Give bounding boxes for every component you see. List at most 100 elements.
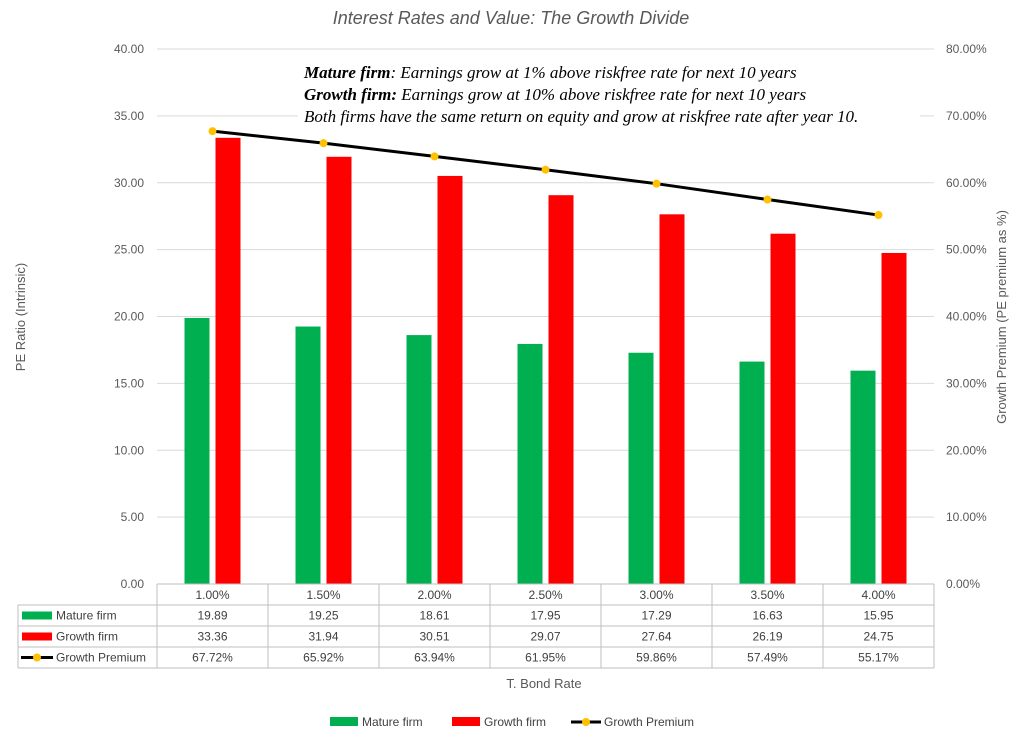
bar-growth-firm [326,156,352,585]
table-cell: 26.19 [752,630,782,644]
chart-title: Interest Rates and Value: The Growth Div… [333,8,690,28]
bar-growth-firm [659,214,685,584]
y-tick-label: 0.00 [121,577,145,591]
legend-label: Growth firm [484,715,546,729]
annotation-segment: Both firms have the same return on equit… [304,107,858,126]
table-cell: 30.51 [419,630,449,644]
bar-growth-firm [215,137,241,584]
y-axis-left-title: PE Ratio (Intrinsic) [13,263,28,371]
table-cell: 33.36 [197,630,227,644]
y-axis-right-ticks: 0.00% 10.00% 20.00% 30.00% 40.00% 50.00% 60.00… [946,42,987,591]
annotation-segment: Growth firm: [304,85,397,104]
bar-mature-firm [295,326,321,584]
table-legend-key-marker [33,653,41,662]
bar-mature-firm [184,317,210,584]
table-cell: 57.49% [747,651,788,665]
bar-growth-firm [548,195,574,584]
legend-key [452,717,480,726]
x-tick-label: 4.00% [861,588,895,602]
annotation-segment: Earnings grow at 10% above riskfree rate… [397,85,806,104]
y-tick-label: 20.00 [114,310,144,324]
growth-premium-marker [430,152,439,161]
bar-growth-firm [437,175,463,584]
y-tick-label: 40.00 [114,42,144,56]
y2-tick-label: 70.00% [946,109,987,123]
bar-growth-firm [770,233,796,585]
table-cell: 19.89 [197,609,227,623]
x-tick-label: 2.00% [417,588,451,602]
table-cell: 61.95% [525,651,566,665]
growth-premium-marker [208,127,217,136]
annotation-segment: : Earnings grow at 1% above riskfree rat… [390,63,797,82]
x-axis-title: T. Bond Rate [506,676,581,691]
legend: Mature firm Growth firm Growth Premium [330,715,694,729]
y-tick-label: 10.00 [114,443,144,457]
bar-mature-firm [406,335,432,584]
y2-tick-label: 40.00% [946,310,987,324]
table-cell: 55.17% [858,651,899,665]
x-tick-label: 3.50% [750,588,784,602]
x-tick-label: 3.00% [639,588,673,602]
table-cell: 16.63 [752,609,782,623]
table-cell: 65.92% [303,651,344,665]
y-tick-label: 30.00 [114,176,144,190]
bar-mature-firm [739,361,765,584]
annotation-line: Growth firm: Earnings grow at 10% above … [304,85,806,104]
table-cell: 17.95 [530,609,560,623]
y-tick-label: 5.00 [121,510,145,524]
legend-key-marker [582,718,590,726]
table-cell: 29.07 [530,630,560,644]
annotation-line: Mature firm: Earnings grow at 1% above r… [303,63,797,82]
x-tick-label: 1.00% [195,588,229,602]
bar-mature-firm [628,352,654,584]
data-table: 1.00% 1.50% 2.00% 2.50% 3.00% 3.50% 4.00% Matur… [17,583,935,669]
growth-premium-marker [319,139,328,148]
table-cell: 67.72% [192,651,233,665]
y2-tick-label: 60.00% [946,176,987,190]
y-tick-label: 35.00 [114,109,144,123]
table-series-name: Mature firm [56,609,117,623]
table-legend-key [22,611,52,620]
bar-mature-firm [517,343,543,584]
growth-premium-marker [652,179,661,188]
table-cell: 19.25 [308,609,338,623]
table-series-name: Growth Premium [56,651,146,665]
growth-premium-marker [874,211,883,220]
x-tick-label: 2.50% [528,588,562,602]
y2-tick-label: 0.00% [946,577,980,591]
annotation-line: Both firms have the same return on equit… [304,107,858,126]
table-cell: 27.64 [641,630,671,644]
table-legend-key [22,632,52,641]
table-series-name: Growth firm [56,630,118,644]
bar-growth-firm [881,252,907,584]
annotation-box: Mature firm: Earnings grow at 1% above r… [298,58,920,130]
y2-tick-label: 10.00% [946,510,987,524]
table-cell: 17.29 [641,609,671,623]
y-axis-left-ticks: 0.00 5.00 10.00 15.00 20.00 25.00 30.00 35.00 40… [114,42,144,591]
table-cell: 24.75 [863,630,893,644]
y2-tick-label: 80.00% [946,42,987,56]
x-tick-label: 1.50% [306,588,340,602]
legend-label: Mature firm [362,715,423,729]
line-series [208,127,883,220]
growth-premium-marker [541,165,550,174]
table-cell: 63.94% [414,651,455,665]
legend-key [330,717,358,726]
table-cell: 59.86% [636,651,677,665]
y2-tick-label: 30.00% [946,376,987,390]
y-tick-label: 15.00 [114,376,144,390]
bar-series [184,137,907,585]
y2-tick-label: 50.00% [946,243,987,257]
annotation-segment: Mature firm [303,63,390,82]
y-axis-right-title: Growth Premium (PE premium as %) [994,210,1009,424]
y-tick-label: 25.00 [114,243,144,257]
gridlines [157,48,934,585]
table-cell: 18.61 [419,609,449,623]
legend-label: Growth Premium [604,715,694,729]
table-cell: 31.94 [308,630,338,644]
annotation-background [298,58,920,130]
table-cell: 15.95 [863,609,893,623]
y2-tick-label: 20.00% [946,443,987,457]
growth-premium-marker [763,195,772,204]
